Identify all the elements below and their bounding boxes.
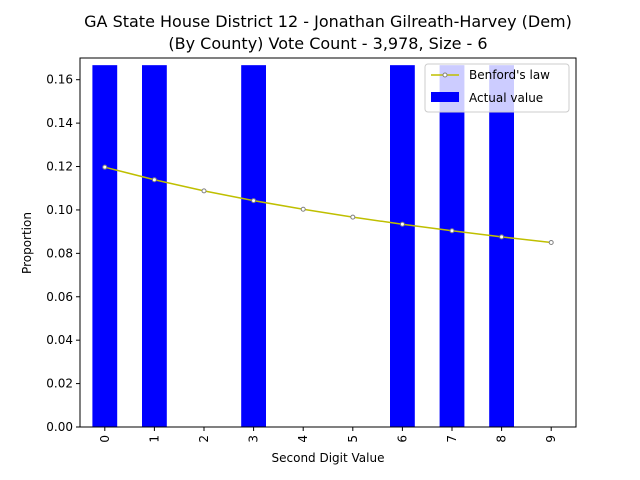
y-tick-label: 0.02: [46, 377, 73, 391]
x-tick-label: 8: [495, 435, 509, 443]
chart-title-line-1: GA State House District 12 - Jonathan Gi…: [84, 12, 572, 31]
y-tick-label: 0.16: [46, 73, 73, 87]
bar-digit-3: [241, 65, 266, 428]
chart-title-line-2: (By County) Vote Count - 3,978, Size - 6: [168, 34, 487, 53]
legend-benford-label: Benford's law: [469, 68, 550, 82]
x-tick-label: 3: [247, 435, 261, 443]
bar-digit-0: [92, 65, 118, 428]
benford-point-8: [499, 234, 505, 240]
y-tick-label: 0.10: [46, 203, 73, 217]
legend: Benford's law Actual value: [424, 63, 570, 113]
benford-point-2: [201, 188, 207, 194]
y-tick-label: 0.14: [46, 116, 73, 130]
benford-point-4: [300, 206, 306, 212]
y-tick-label: 0.08: [46, 246, 73, 260]
y-axis-label: Proportion: [20, 212, 34, 274]
plot-area: 0.00 0.02 0.04 0.06 0.08 0.10 0.12 0.14 0.16 0 1 2 3…: [46, 57, 577, 443]
x-tick-label: 6: [395, 435, 409, 443]
x-tick-label: 1: [147, 435, 161, 443]
benford-point-7: [449, 228, 455, 234]
bar-digit-1: [142, 65, 167, 428]
x-tick-label: 2: [197, 435, 211, 443]
y-tick-label: 0.06: [46, 290, 73, 304]
benford-point-1: [151, 177, 157, 183]
benford-point-0: [102, 164, 108, 170]
benford-point-5: [350, 214, 356, 220]
y-tick-label: 0.04: [46, 333, 73, 347]
benford-point-9: [548, 240, 554, 245]
benford-line: [104, 166, 552, 244]
x-tick-label: 7: [445, 435, 459, 443]
x-axis-label: Second Digit Value: [272, 451, 385, 465]
plot-frame: [79, 57, 577, 428]
bar-digit-6: [390, 65, 415, 428]
benford-point-6: [399, 221, 405, 227]
bar-digit-8: [489, 65, 514, 428]
x-tick-label: 4: [296, 435, 310, 443]
x-tick-label: 0: [98, 435, 112, 443]
legend-actual-label: Actual value: [469, 91, 543, 105]
bar-digit-7: [439, 65, 465, 428]
y-tick-label: 0.12: [46, 160, 73, 174]
legend-actual-swatch: [431, 92, 459, 102]
legend-benford-marker: [442, 72, 448, 78]
y-tick-label: 0.00: [46, 420, 73, 434]
legend-frame: [424, 63, 570, 113]
benford-point-3: [251, 198, 257, 204]
x-tick-label: 9: [544, 435, 558, 443]
x-tick-label: 5: [346, 435, 360, 443]
